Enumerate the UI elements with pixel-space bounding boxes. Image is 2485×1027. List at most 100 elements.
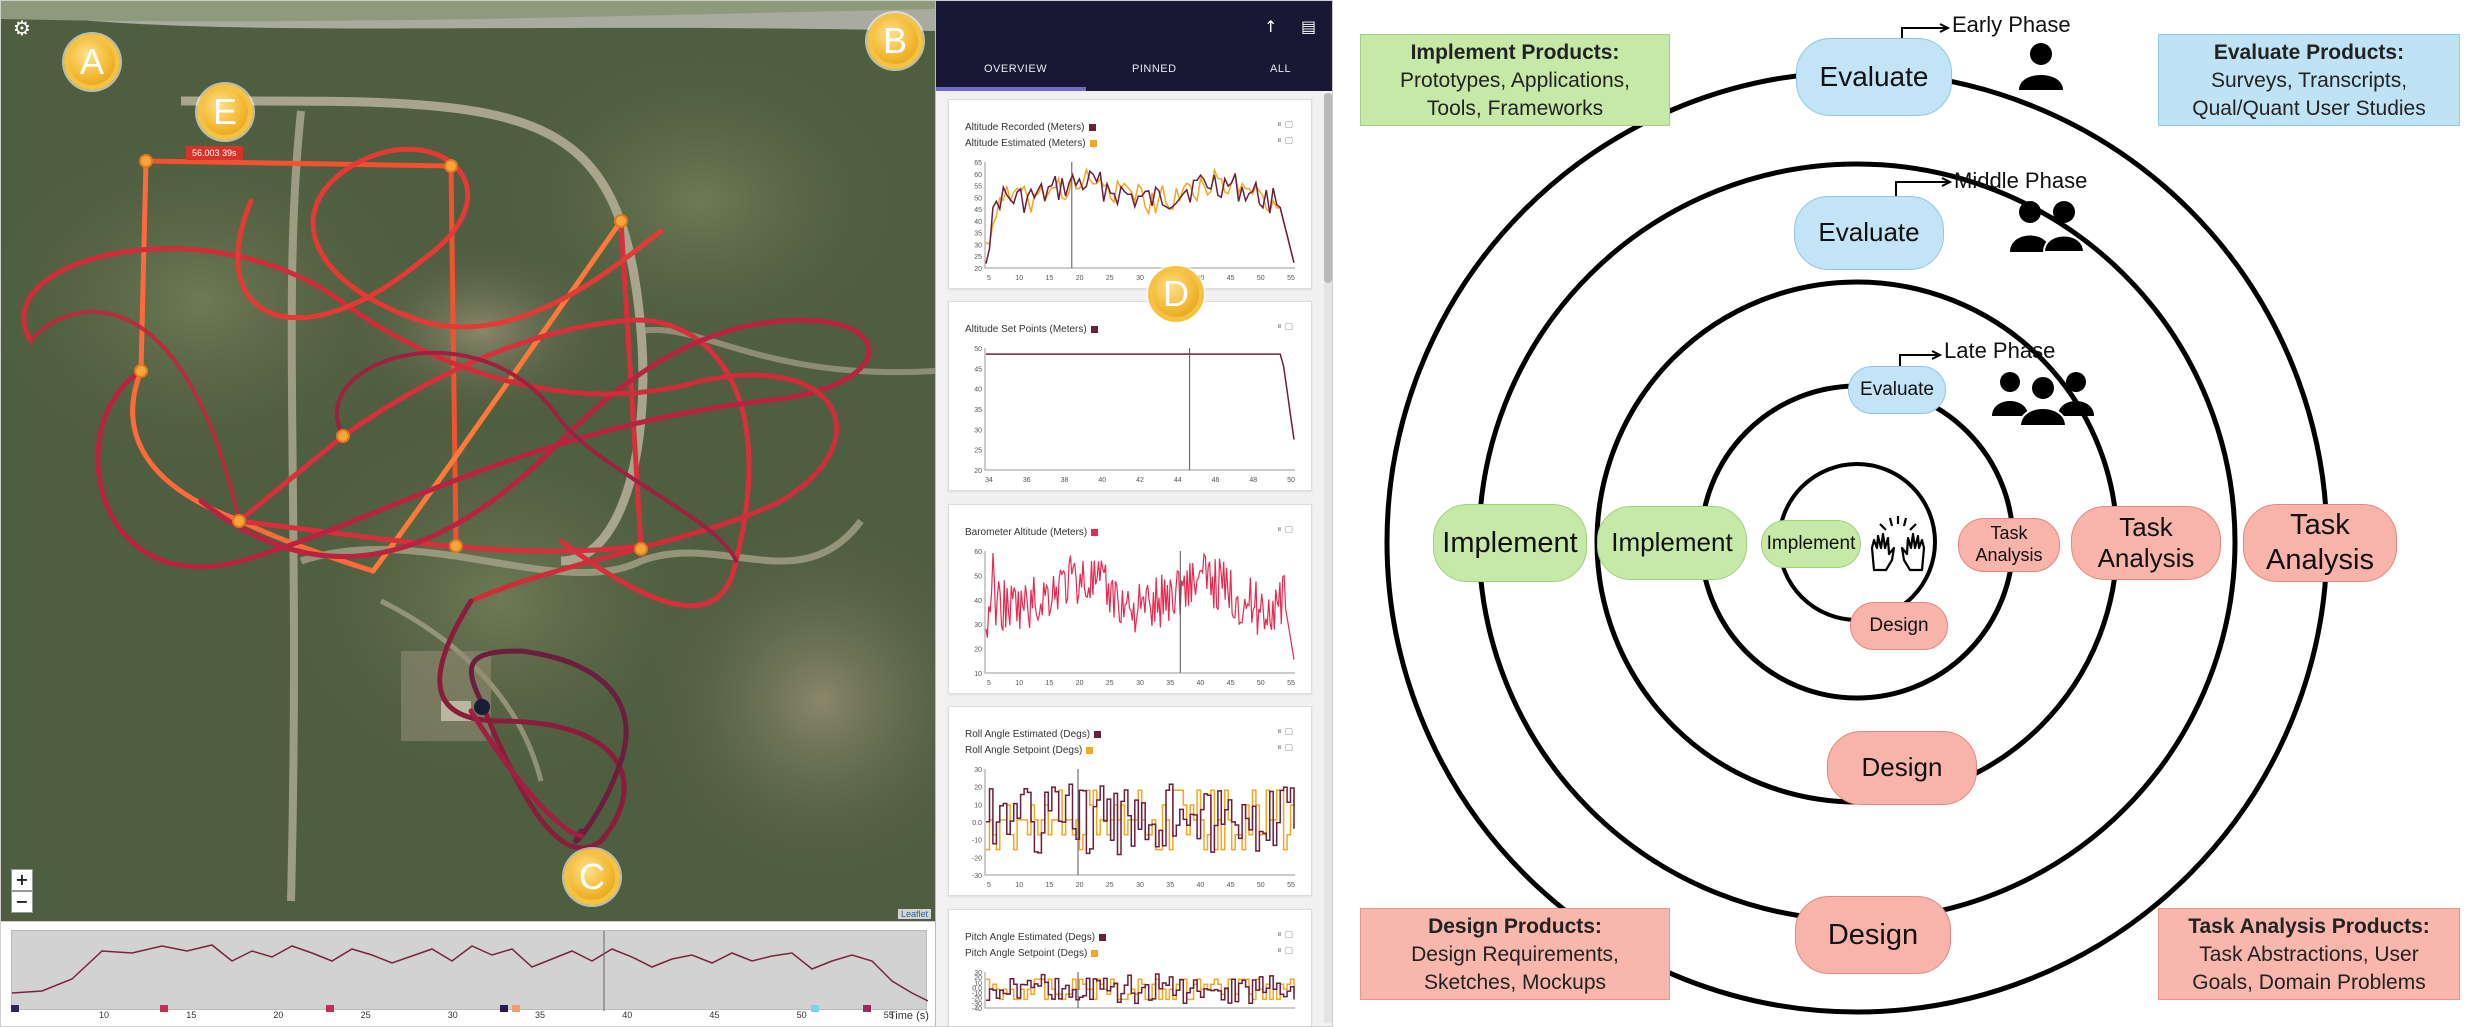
design-middle-pill: Design (1827, 731, 1977, 805)
x-tick-label: 5 (987, 275, 991, 282)
y-tick-label: 55 (974, 184, 982, 191)
y-tick-label: 10 (974, 980, 982, 987)
hands-icon (1870, 516, 1926, 572)
y-tick-label: 50 (974, 573, 982, 580)
pin-icon[interactable]: ⏸ ▢ (1277, 727, 1293, 737)
series-legend-entry: Altitude Set Points (Meters) (965, 324, 1098, 335)
arrow-up-icon[interactable]: ↑ (1264, 17, 1278, 36)
x-tick-label: 34 (985, 477, 993, 484)
series-line (986, 978, 1295, 1001)
y-tick-label: 30 (974, 767, 982, 774)
design-products-title: Design Products: (1428, 915, 1602, 938)
implement-early-pill: Implement (1433, 504, 1587, 582)
design-products-body-2: Sketches, Mockups (1423, 971, 1607, 994)
zoom-in-button[interactable]: + (11, 869, 33, 891)
series-swatch (1090, 325, 1098, 333)
task-analysis-early-pill: Task Analysis (2243, 504, 2397, 582)
implement-products-body-1: Prototypes, Applications, (1400, 69, 1630, 92)
timeline[interactable]: 10 15 20 25 30 35 40 45 50 55 Time (s) (1, 921, 935, 1026)
series-line (985, 166, 1295, 263)
timeline-svg (11, 931, 929, 1011)
pin-icon[interactable]: ⏸ ▢ (1277, 525, 1293, 535)
pin-icon[interactable]: ⏸ ▢ (1277, 136, 1293, 146)
scrollbar-thumb[interactable] (1324, 93, 1332, 283)
chart-axis (984, 769, 1295, 876)
y-tick-label: -30 (972, 1001, 982, 1008)
design-products-box: Design Products: Design Requirements, Sk… (1360, 908, 1670, 1000)
tab-overview[interactable]: OVERVIEW (984, 63, 1048, 75)
satellite-map[interactable]: ⚙ A B E C 56.003 39s + − Leaflet (1, 1, 935, 921)
late-phase-label: Late Phase (1944, 338, 2056, 363)
timeline-tick-label: 45 (709, 1010, 720, 1020)
marker-a: A (64, 34, 120, 90)
implement-middle-pill: Implement (1597, 506, 1747, 580)
design-study-diagram: Implement Products: Prototypes, Applicat… (1340, 0, 2485, 1027)
chart-card[interactable]: Altitude Set Points (Meters) ⏸ ▢ 50 45 40 35 3… (948, 301, 1312, 491)
sidebar-scrollbar[interactable] (1324, 93, 1332, 1023)
y-tick-label: 20 (974, 647, 982, 654)
series-line (985, 169, 1295, 264)
x-tick-label: 30 (1136, 882, 1144, 889)
series-line (986, 783, 1295, 856)
implement-products-body-2: Tools, Frameworks (1426, 97, 1604, 120)
x-tick-label: 42 (1136, 477, 1144, 484)
timeline-plot[interactable] (11, 930, 929, 1011)
series-name: Altitude Recorded (Meters) (965, 122, 1085, 133)
file-icon[interactable]: ▤ (1301, 17, 1317, 36)
design-late-pill: Design (1850, 602, 1948, 650)
y-tick-label: 65 (974, 160, 982, 167)
x-tick-label: 40 (1197, 882, 1205, 889)
x-tick-label: 55 (1287, 680, 1295, 687)
task-analysis-products-title: Task Analysis Products: (2188, 915, 2430, 938)
pin-icon[interactable]: ⏸ ▢ (1277, 120, 1293, 130)
y-tick-label: 30 (974, 622, 982, 629)
chart-card[interactable]: Barometer Altitude (Meters) ⏸ ▢ 60 50 40 30 20… (948, 504, 1312, 694)
pin-icon[interactable]: ⏸ ▢ (1277, 930, 1293, 940)
task-analysis-label-1: Task (2119, 511, 2173, 542)
evaluate-products-body-1: Surveys, Transcripts, (2210, 69, 2408, 92)
x-tick-label: 38 (1061, 477, 1069, 484)
evaluate-products-body-2: Qual/Quant User Studies (2192, 97, 2426, 120)
pin-icon[interactable]: ⏸ ▢ (1277, 946, 1293, 956)
chart-card[interactable]: Altitude Recorded (Meters) ⏸ ▢ Altitude Es… (948, 99, 1312, 289)
chart-plot[interactable]: 30 20 10 0.0 -10 -20 -30 5 10 15 20 25 30 35 40 45 50 55 (955, 767, 1305, 893)
task-analysis-label-2: Analysis (2097, 543, 2195, 573)
series-swatch (1088, 123, 1096, 131)
y-tick-label: 35 (974, 407, 982, 414)
task-analysis-label-2: Analysis (2266, 544, 2374, 576)
pin-icon[interactable]: ⏸ ▢ (1277, 322, 1293, 332)
series-legend-entry: Pitch Angle Setpoint (Degs) (965, 948, 1099, 959)
x-tick-label: 55 (1287, 882, 1295, 889)
y-tick-label: 20 (974, 266, 982, 273)
task-analysis-products-body-2: Goals, Domain Problems (2192, 971, 2426, 994)
chart-card[interactable]: Pitch Angle Estimated (Degs) ⏸ ▢ Pitch Ang… (948, 909, 1312, 1026)
x-tick-label: 48 (1249, 477, 1257, 484)
y-tick-label: -10 (972, 838, 982, 845)
x-tick-label: 36 (1023, 477, 1031, 484)
design-early-pill: Design (1795, 896, 1951, 974)
chart-card[interactable]: Roll Angle Estimated (Degs) ⏸ ▢ Roll Angle… (948, 706, 1312, 896)
y-tick-label: 45 (974, 366, 982, 373)
tab-pinned[interactable]: PINNED (1132, 63, 1177, 75)
chart-plot[interactable]: 6560555045403530252051015202530354045505… (955, 160, 1305, 286)
x-tick-label: 55 (1287, 275, 1295, 282)
chart-axis (984, 348, 1295, 471)
pin-icon[interactable]: ⏸ ▢ (1277, 743, 1293, 753)
x-tick-label: 20 (1076, 882, 1084, 889)
chart-plot[interactable]: 60 50 40 30 20 10 5 10 15 20 25 30 35 40 45 50 55 (955, 549, 1305, 691)
zoom-out-button[interactable]: − (11, 891, 33, 913)
leaflet-attribution[interactable]: Leaflet (897, 909, 931, 919)
x-tick-label: 46 (1212, 477, 1220, 484)
y-tick-label: -20 (972, 996, 982, 1003)
chart-axis (984, 972, 1295, 1009)
timeline-tick-label: 30 (447, 1010, 458, 1020)
x-tick-label: 50 (1287, 477, 1295, 484)
gear-icon[interactable]: ⚙ (13, 16, 31, 40)
tab-all[interactable]: ALL (1270, 63, 1292, 75)
timeline-marker (500, 1005, 508, 1012)
series-legend-entry: Roll Angle Setpoint (Degs) (965, 745, 1094, 756)
timeline-tick-label: 55 (883, 1010, 894, 1020)
x-tick-label: 45 (1227, 680, 1235, 687)
